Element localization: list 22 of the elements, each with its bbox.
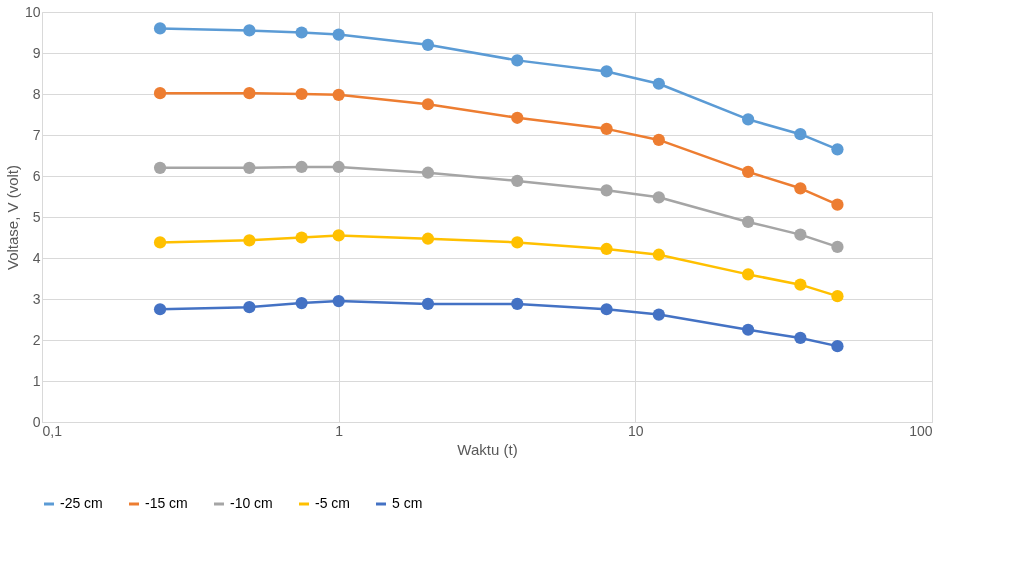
- y-tick-label: 2: [32, 331, 41, 348]
- legend-label: -15 cm: [145, 495, 188, 511]
- y-tick-label: 10: [24, 3, 41, 20]
- y-tick-label: 3: [32, 290, 41, 307]
- y-tick-label: 0: [32, 413, 41, 430]
- y-tick-label: 5: [32, 208, 41, 225]
- legend-label: -10 cm: [230, 495, 273, 511]
- y-tick-label: 8: [32, 85, 41, 102]
- x-tick-label: 100: [909, 422, 933, 439]
- x-axis-title: Waktu (t): [457, 440, 518, 458]
- y-tick-label: 9: [32, 44, 41, 61]
- legend-label: -5 cm: [315, 495, 350, 511]
- y-axis-title: Voltase, V (volt): [3, 164, 21, 271]
- y-tick-label: 4: [32, 249, 41, 266]
- y-tick-label: 1: [32, 372, 41, 389]
- y-tick-label: 7: [32, 126, 41, 143]
- y-tick-label: 6: [32, 167, 41, 184]
- legend-label: -25 cm: [60, 495, 103, 511]
- legend-label: 5 cm: [392, 495, 423, 511]
- x-tick-label: 10: [628, 422, 644, 439]
- x-tick-label: 0,1: [42, 422, 63, 439]
- x-tick-label: 1: [335, 422, 344, 439]
